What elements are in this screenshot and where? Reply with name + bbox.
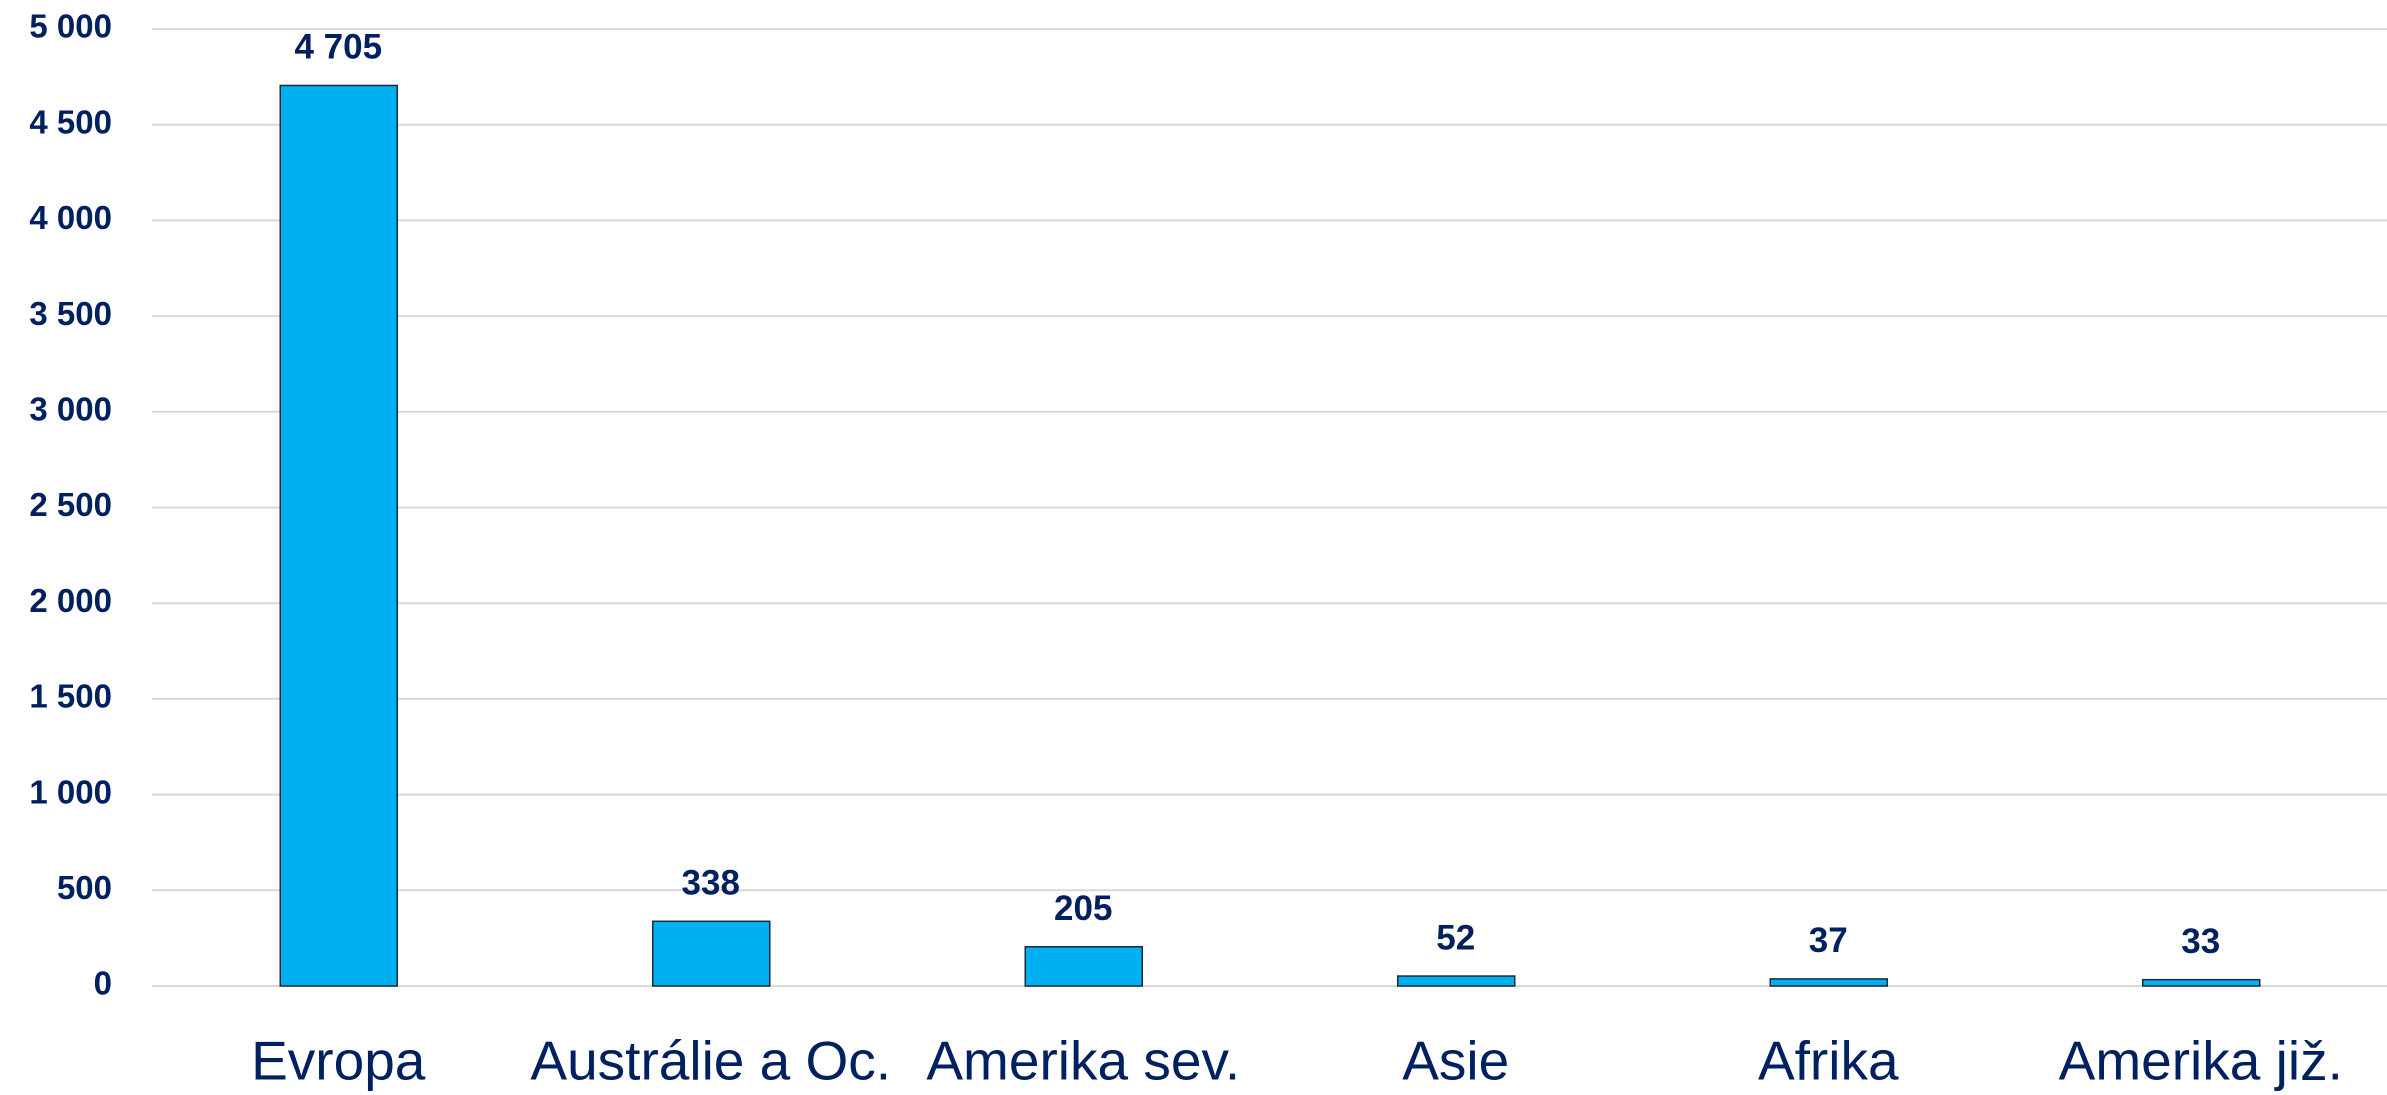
- x-tick-label: Evropa: [251, 1030, 426, 1092]
- bar: [1024, 946, 1143, 987]
- y-tick-label: 1 500: [29, 678, 112, 715]
- x-tick-label: Asie: [1402, 1030, 1509, 1092]
- y-tick-label: 500: [57, 869, 112, 906]
- bar: [652, 920, 771, 987]
- x-tick-label: Amerika sev.: [926, 1030, 1240, 1092]
- x-tick-label: Amerika již.: [2059, 1030, 2343, 1092]
- data-label: 52: [1436, 918, 1475, 957]
- data-label: 33: [2181, 922, 2220, 961]
- y-tick-label: 5 000: [29, 8, 112, 45]
- y-tick-label: 0: [94, 965, 112, 1002]
- bar: [279, 84, 398, 987]
- bar: [2142, 978, 2261, 987]
- y-tick-label: 4 500: [29, 103, 112, 140]
- data-label: 4 705: [294, 28, 382, 67]
- data-label: 205: [1054, 889, 1112, 928]
- y-tick-label: 3 000: [29, 391, 112, 428]
- y-tick-label: 3 500: [29, 295, 112, 332]
- y-tick-label: 1 000: [29, 773, 112, 810]
- x-tick-label: Austrálie a Oc.: [530, 1030, 891, 1092]
- bar: [1397, 975, 1516, 987]
- bar: [1769, 978, 1888, 987]
- data-label: 37: [1809, 921, 1848, 960]
- y-tick-label: 2 000: [29, 582, 112, 619]
- y-tick-label: 4 000: [29, 199, 112, 236]
- data-label: 338: [682, 864, 740, 903]
- x-tick-label: Afrika: [1758, 1030, 1899, 1092]
- y-tick-label: 2 500: [29, 486, 112, 523]
